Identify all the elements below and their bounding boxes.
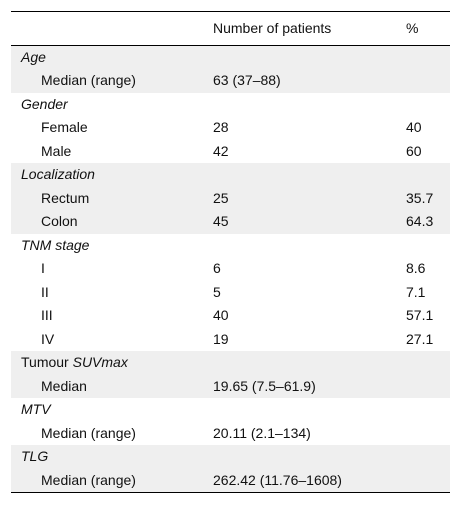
section-row-mtv: MTV <box>11 398 450 422</box>
row-label: IV <box>41 330 55 347</box>
section-row-tnm-stage: TNM stage <box>11 234 450 258</box>
header-row: Number of patients % <box>11 11 450 46</box>
patient-characteristics-table-wrapper: Number of patients % Age Median (range) … <box>11 11 450 493</box>
row-label: Median (range) <box>41 72 136 89</box>
empty-cell <box>396 46 450 70</box>
empty-cell <box>203 46 396 70</box>
patients-value: 6 <box>213 260 221 277</box>
percent-value: 27.1 <box>406 330 434 347</box>
patients-value: 40 <box>213 307 229 324</box>
percent-value <box>396 422 450 446</box>
table-body: Age Median (range) 63 (37–88) Gender Fem… <box>11 45 450 493</box>
patients-value: 42 <box>213 142 229 159</box>
row-label: Median (range) <box>41 424 136 441</box>
table-row: Median (range) 63 (37–88) <box>11 69 450 93</box>
percent-value <box>396 469 450 493</box>
section-label: Localization <box>21 166 95 183</box>
patients-value: 262.42 (11.76–1608) <box>213 471 342 488</box>
section-label: TNM stage <box>21 236 90 253</box>
patients-value: 45 <box>213 213 229 230</box>
section-label: Tumour SUVmax <box>11 351 203 375</box>
patients-value: 5 <box>213 283 221 300</box>
table-row: II 5 7.1 <box>11 281 450 305</box>
table-row: I 6 8.6 <box>11 257 450 281</box>
empty-cell <box>396 163 450 187</box>
table-row: Male 42 60 <box>11 140 450 164</box>
section-label-italic: SUVmax <box>72 354 128 371</box>
row-label: Female <box>41 119 88 136</box>
row-label: III <box>41 307 53 324</box>
empty-cell <box>396 445 450 469</box>
section-row-age: Age <box>11 45 450 70</box>
header-percent-column: % <box>406 20 419 36</box>
percent-value: 40 <box>406 119 422 136</box>
percent-value: 60 <box>406 142 422 159</box>
empty-cell <box>203 234 396 258</box>
empty-cell <box>396 398 450 422</box>
patients-value: 19.65 (7.5–61.9) <box>213 377 316 394</box>
percent-value: 64.3 <box>406 213 434 230</box>
empty-cell <box>203 351 396 375</box>
percent-value: 57.1 <box>406 307 434 324</box>
table-row: Median (range) 20.11 (2.1–134) <box>11 422 450 446</box>
empty-cell <box>396 351 450 375</box>
patients-value: 19 <box>213 330 229 347</box>
empty-cell <box>203 398 396 422</box>
section-row-tlg: TLG <box>11 445 450 469</box>
table-row: Female 28 40 <box>11 116 450 140</box>
row-label: Rectum <box>41 189 90 206</box>
empty-cell <box>396 93 450 117</box>
table-row: III 40 57.1 <box>11 304 450 328</box>
percent-value <box>396 69 450 93</box>
patients-value: 20.11 (2.1–134) <box>213 424 311 441</box>
section-row-tumour-suvmax: Tumour SUVmax <box>11 351 450 375</box>
section-row-gender: Gender <box>11 93 450 117</box>
table-header: Number of patients % <box>11 11 450 46</box>
row-label: Median (range) <box>41 471 136 488</box>
row-label: I <box>41 260 45 277</box>
patients-value: 63 (37–88) <box>213 72 281 89</box>
section-label: TLG <box>21 448 49 465</box>
table-row: Median 19.65 (7.5–61.9) <box>11 374 450 399</box>
empty-cell <box>203 445 396 469</box>
patient-characteristics-table: Number of patients % Age Median (range) … <box>11 11 450 493</box>
section-label: Age <box>21 49 46 65</box>
section-label: Gender <box>21 95 68 112</box>
header-patients-column: Number of patients <box>213 20 332 36</box>
empty-cell <box>203 163 396 187</box>
percent-value <box>396 375 450 399</box>
section-label: MTV <box>21 401 51 418</box>
table-row: IV 19 27.1 <box>11 328 450 352</box>
table-row: Rectum 25 35.7 <box>11 186 450 210</box>
row-label: Colon <box>41 213 78 230</box>
section-row-localization: Localization <box>11 163 450 187</box>
row-label: Male <box>41 142 72 159</box>
empty-cell <box>396 234 450 258</box>
header-label-column <box>11 12 203 46</box>
empty-cell <box>203 93 396 117</box>
patients-value: 25 <box>213 189 229 206</box>
row-label: Median <box>41 377 87 394</box>
row-label: II <box>41 283 49 300</box>
table-row: Median (range) 262.42 (11.76–1608) <box>11 468 450 493</box>
table-row: Colon 45 64.3 <box>11 210 450 234</box>
patients-value: 28 <box>213 119 229 136</box>
section-label-prefix: Tumour <box>21 354 73 371</box>
percent-value: 35.7 <box>406 189 434 206</box>
percent-value: 8.6 <box>406 260 426 277</box>
percent-value: 7.1 <box>406 283 426 300</box>
